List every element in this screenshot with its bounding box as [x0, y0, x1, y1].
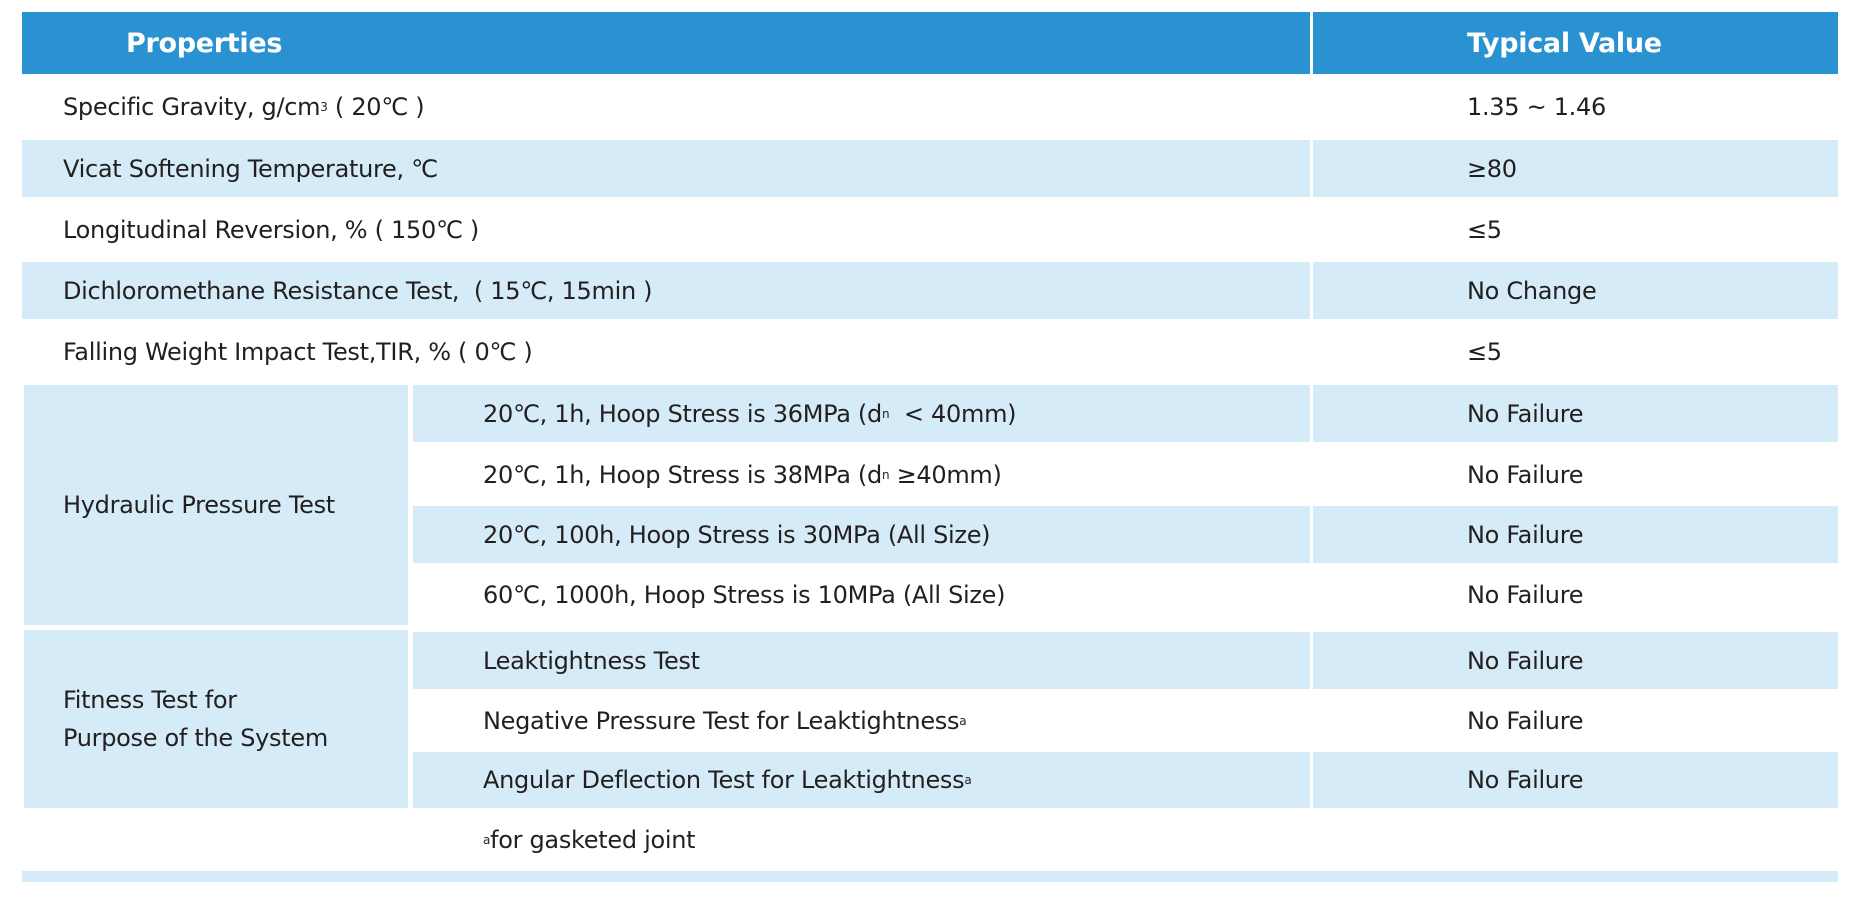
value-label: No Failure [1467, 399, 1584, 428]
table-row-property: Falling Weight Impact Test,TIR, % ( 0℃ ) [22, 321, 1310, 383]
value-label: ≤5 [1467, 338, 1502, 366]
value-label: No Failure [1467, 706, 1584, 735]
table-bottom-bar [22, 871, 1838, 882]
table-row-property: Specific Gravity, g/cm 3 ( 20℃ ) [22, 76, 1310, 138]
table-row-property: 20℃, 100h, Hoop Stress is 30MPa (All Siz… [413, 506, 1310, 563]
hydraulic-group-label: Hydraulic Pressure Test [24, 385, 408, 625]
header-properties: Properties [22, 12, 1310, 74]
table-row-property: Angular Deflection Test for Leaktightnes… [413, 752, 1310, 808]
footnote-text: for gasketed joint [490, 826, 696, 854]
header-properties-label: Properties [126, 27, 283, 59]
property-label: Specific Gravity, g/cm [63, 93, 321, 121]
table-row-value: No Failure [1313, 385, 1838, 442]
table-row-value: ≥80 [1313, 140, 1838, 197]
property-label: Negative Pressure Test for Leaktightness [483, 706, 960, 735]
table-row-value: 1.35 ~ 1.46 [1313, 76, 1838, 138]
table-row-property: Dichloromethane Resistance Test, ( 15℃, … [22, 262, 1310, 319]
property-label: Vicat Softening Temperature, ℃ [63, 154, 438, 183]
property-label-suffix: < 40mm) [889, 399, 1017, 428]
property-label: Dichloromethane Resistance Test, ( 15℃, … [63, 276, 653, 305]
value-label: ≤5 [1467, 216, 1502, 244]
value-label: 1.35 ~ 1.46 [1467, 93, 1606, 121]
property-label: 20℃, 100h, Hoop Stress is 30MPa (All Siz… [483, 520, 991, 549]
table-row-value: ≤5 [1313, 321, 1838, 383]
value-label: No Failure [1467, 581, 1584, 609]
property-label: Falling Weight Impact Test,TIR, % ( 0℃ ) [63, 338, 533, 366]
header-typical-value: Typical Value [1313, 12, 1838, 74]
table-row-value: No Change [1313, 262, 1838, 319]
table-row-value: No Failure [1313, 752, 1838, 808]
property-label-suffix: ≥40mm) [889, 461, 1002, 489]
table-row-property: Vicat Softening Temperature, ℃ [22, 140, 1310, 197]
property-label: Angular Deflection Test for Leaktightnes… [483, 766, 965, 794]
table-row-value: ≤5 [1313, 199, 1838, 261]
value-label: No Failure [1467, 461, 1584, 489]
fitness-group-label: Fitness Test for Purpose of the System [24, 630, 408, 808]
group-label-line: Purpose of the System [63, 724, 328, 752]
property-label: 20℃, 1h, Hoop Stress is 38MPa (d [483, 461, 882, 489]
table-row-property: 60℃, 1000h, Hoop Stress is 10MPa (All Si… [413, 565, 1310, 625]
table-row-property: 20℃, 1h, Hoop Stress is 36MPa (d n < 40mm… [413, 385, 1310, 442]
table-row-value: No Failure [1313, 632, 1838, 689]
table-row-value: No Failure [1313, 444, 1838, 506]
table-row-value: No Failure [1313, 506, 1838, 563]
property-label: 20℃, 1h, Hoop Stress is 36MPa (d [483, 399, 882, 428]
property-label-suffix: ( 20℃ ) [327, 93, 425, 121]
value-label: ≥80 [1467, 154, 1517, 183]
value-label: No Failure [1467, 766, 1584, 794]
property-label: Longitudinal Reversion, % ( 150℃ ) [63, 216, 479, 244]
value-label: No Change [1467, 276, 1597, 305]
footnote: a for gasketed joint [413, 810, 1310, 870]
property-label: Leaktightness Test [483, 646, 700, 675]
table-row-value: No Failure [1313, 565, 1838, 625]
value-label: No Failure [1467, 520, 1584, 549]
table-row-property: Longitudinal Reversion, % ( 150℃ ) [22, 199, 1310, 261]
table-row-property: Leaktightness Test [413, 632, 1310, 689]
table-row-property: 20℃, 1h, Hoop Stress is 38MPa (d n ≥40mm) [413, 444, 1310, 506]
table-row-value: No Failure [1313, 690, 1838, 751]
property-label: 60℃, 1000h, Hoop Stress is 10MPa (All Si… [483, 581, 1006, 609]
value-label: No Failure [1467, 646, 1584, 675]
header-typical-value-label: Typical Value [1467, 27, 1662, 59]
table-row-property: Negative Pressure Test for Leaktightness… [413, 690, 1310, 751]
group-label-line: Fitness Test for [63, 686, 237, 714]
group-label: Hydraulic Pressure Test [63, 491, 335, 519]
